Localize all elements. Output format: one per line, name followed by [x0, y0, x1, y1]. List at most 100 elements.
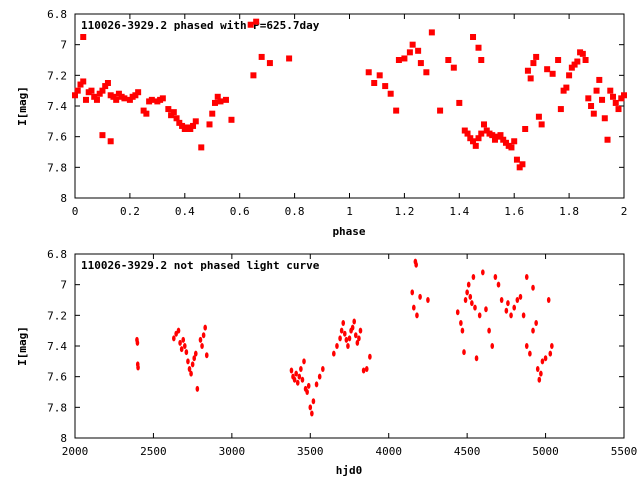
data-point: [490, 343, 495, 349]
data-point: [352, 318, 357, 325]
data-point: [574, 58, 581, 65]
data-point: [428, 29, 435, 36]
data-point: [209, 110, 216, 117]
data-point: [295, 379, 300, 386]
x-tick-label: 1.8: [559, 205, 579, 218]
data-point: [548, 350, 553, 357]
data-point: [302, 358, 306, 365]
data-point: [317, 373, 322, 380]
data-point: [99, 87, 106, 94]
data-point: [557, 106, 564, 113]
data-point: [571, 61, 578, 68]
data-point: [135, 339, 140, 346]
data-point: [350, 324, 355, 331]
phased-plot-frame: [74, 13, 625, 199]
data-point: [168, 112, 175, 119]
data-point: [170, 109, 177, 116]
data-point: [470, 34, 477, 40]
data-point: [173, 115, 180, 122]
data-point: [610, 93, 617, 100]
data-point: [72, 92, 78, 99]
data-point: [513, 156, 520, 163]
data-point: [544, 66, 551, 73]
data-point: [418, 293, 422, 300]
y-tick-label: 7.8: [47, 401, 67, 414]
data-point: [491, 136, 498, 143]
data-point: [172, 335, 176, 342]
x-tick-label: 3000: [219, 445, 246, 458]
data-point: [355, 339, 360, 346]
x-tick-label: 1.4: [449, 205, 469, 218]
data-point: [417, 60, 424, 67]
data-point: [335, 343, 339, 349]
data-point: [132, 92, 139, 99]
data-point: [371, 80, 378, 86]
data-point: [477, 312, 482, 319]
data-point: [415, 312, 419, 319]
data-point: [190, 361, 195, 368]
data-point: [338, 335, 342, 342]
data-point: [353, 332, 358, 339]
data-point: [266, 60, 273, 67]
y-tick-label: 7.6: [47, 371, 67, 384]
data-point: [590, 110, 597, 117]
x-tick-label: 2500: [140, 445, 167, 458]
data-point: [582, 57, 589, 63]
y-tick-label: 7: [60, 279, 67, 292]
data-point: [450, 64, 457, 71]
data-point: [493, 274, 498, 280]
x-tick-label: 0: [72, 205, 79, 218]
data-point: [206, 121, 213, 128]
data-point: [410, 289, 415, 296]
data-point: [204, 352, 209, 359]
x-tick-label: 0.8: [285, 205, 305, 218]
data-point: [515, 297, 520, 303]
data-point: [74, 87, 81, 94]
data-point: [615, 106, 622, 113]
unphased-plot-ylabel: I[mag]: [16, 326, 29, 366]
data-point: [140, 107, 147, 114]
data-point: [143, 110, 150, 117]
data-point: [198, 144, 205, 151]
y-tick-label: 7.8: [47, 161, 67, 174]
y-tick-label: 7: [60, 39, 67, 52]
data-point: [82, 96, 89, 103]
data-point: [198, 336, 203, 343]
data-point: [462, 349, 466, 356]
data-point: [474, 355, 479, 362]
data-point: [308, 404, 313, 411]
data-point: [102, 83, 109, 90]
data-point: [468, 293, 473, 300]
data-point: [445, 57, 452, 63]
x-tick-label: 0.6: [230, 205, 250, 218]
data-point: [211, 99, 218, 106]
data-point: [593, 87, 600, 94]
data-point: [504, 307, 509, 314]
data-point: [522, 126, 529, 132]
data-point: [406, 49, 413, 56]
data-point: [437, 107, 444, 114]
data-point: [459, 320, 463, 326]
data-point: [314, 381, 319, 388]
data-point: [456, 99, 463, 106]
data-point: [467, 135, 474, 142]
data-point: [297, 373, 302, 380]
data-point: [305, 389, 309, 395]
data-point: [136, 364, 140, 371]
data-point: [489, 132, 496, 139]
data-point: [192, 355, 197, 362]
data-point: [607, 87, 614, 94]
data-point: [148, 96, 155, 103]
data-point: [176, 119, 183, 126]
data-point: [472, 142, 479, 149]
data-point: [412, 304, 416, 311]
y-tick-label: 6.8: [47, 8, 67, 21]
data-point: [190, 122, 197, 129]
data-point: [549, 70, 556, 77]
data-point: [91, 93, 98, 100]
data-point: [80, 34, 87, 40]
x-tick-label: 1.2: [394, 205, 414, 218]
y-tick-label: 8: [60, 192, 67, 205]
data-point: [502, 139, 509, 146]
data-point: [321, 366, 325, 372]
